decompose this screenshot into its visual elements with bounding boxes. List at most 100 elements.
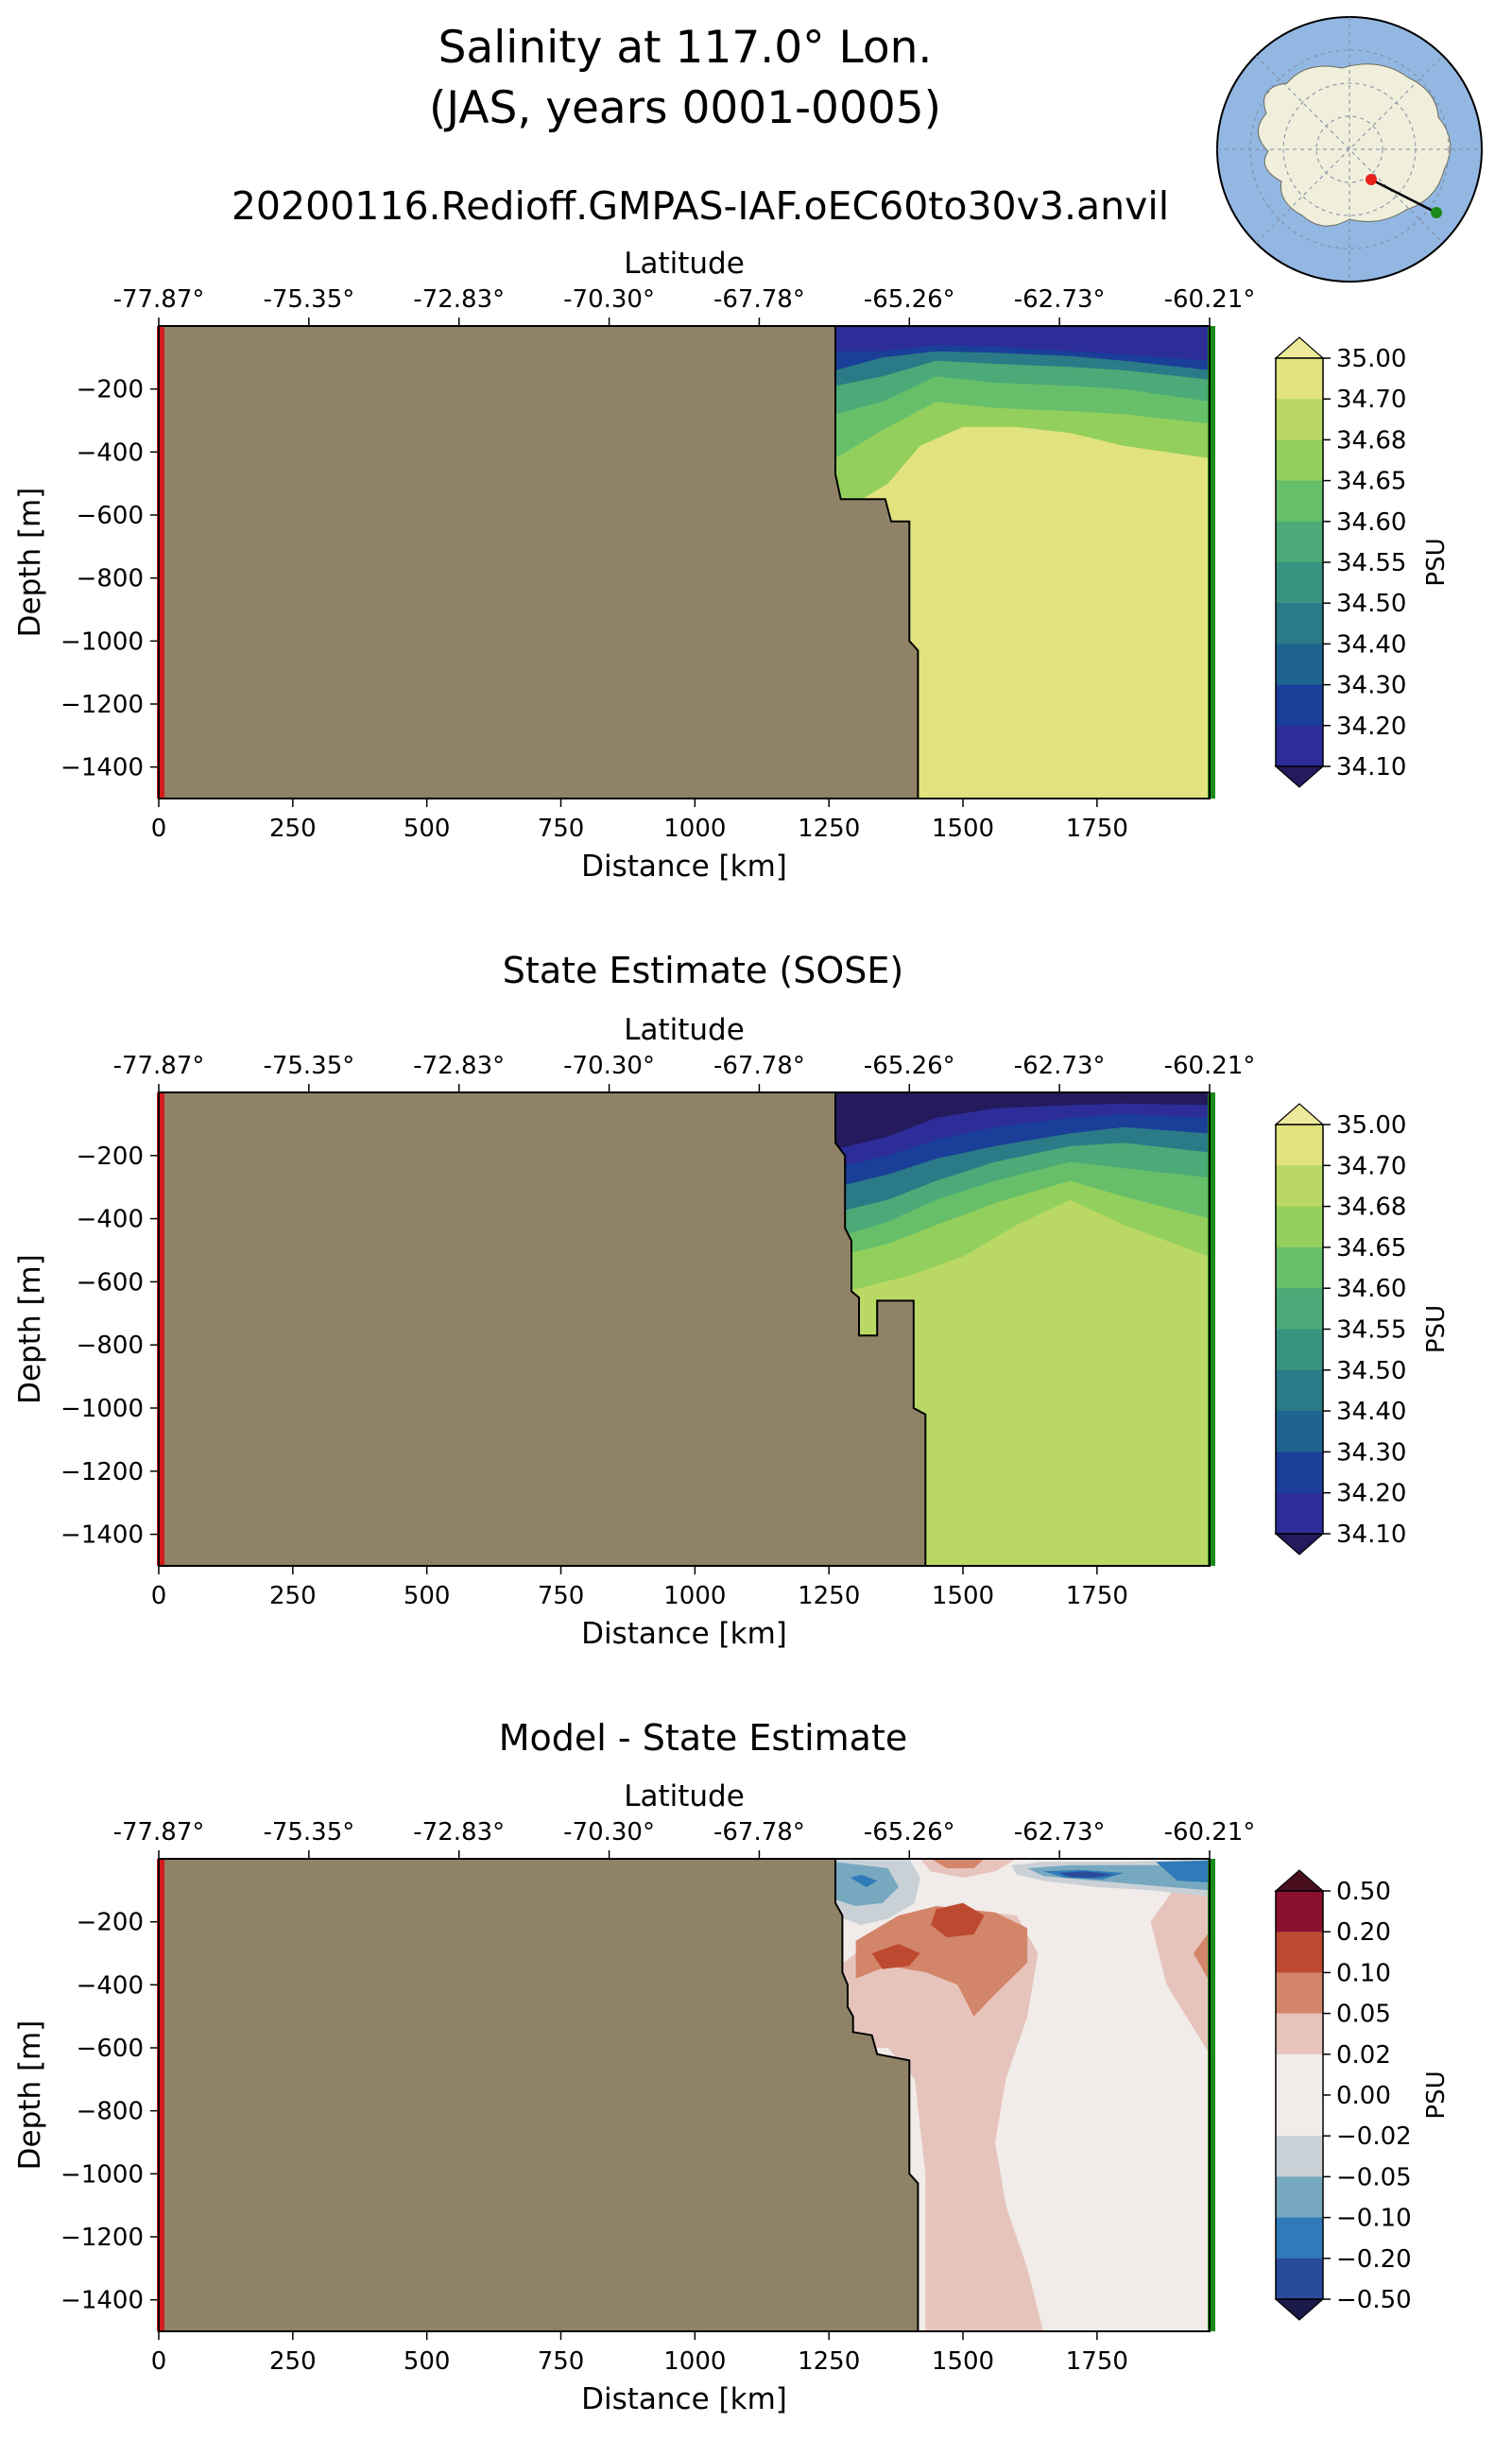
lat-axis-label: Latitude [624,247,745,281]
x-tick-label: 250 [269,2347,317,2376]
colorbar-swatch [1276,2013,1323,2055]
x-tick-label: 1750 [1066,1582,1128,1610]
colorbar-swatch [1276,1891,1323,1933]
colorbar-tick-label: 34.65 [1336,1234,1406,1263]
colorbar-extend-min [1274,765,1325,788]
figure-title-line1: Salinity at 117.0° Lon. [438,22,933,74]
x-tick-label: 1250 [798,815,860,843]
colorbar-swatch [1276,1452,1323,1494]
colorbar: 35.00 34.70 34.68 34.65 34.60 34.55 34.50 34.40… [1274,336,1451,788]
x-tick-label: 0 [151,1582,167,1610]
colorbar-label: PSU [1422,1305,1451,1353]
colorbar-swatch [1276,1246,1323,1289]
colorbar-swatch [1276,1369,1323,1412]
map-transect-line [1370,178,1437,215]
contour-region-0 [835,1909,1044,2331]
panel-model: 0 250 500 750 1000 1250 1500 1750 Distance [km] −… [13,247,1451,884]
colorbar-swatch [1276,358,1323,400]
colorbar-swatch [1276,521,1323,563]
contour-region-2 [855,1906,1028,2017]
colorbar-tick-label: 34.55 [1336,1316,1406,1345]
x-axis-label: Distance [km] [581,1617,787,1651]
x-tick-label: 250 [269,815,317,843]
panel-title: State Estimate (SOSE) [503,950,903,991]
y-tick-label: −1000 [60,627,144,656]
transect-end-bar [1208,326,1215,799]
y-tick-label: −200 [77,1143,144,1171]
colorbar-tick-label: 34.10 [1336,1521,1406,1549]
colorbar: 0.50 0.20 0.10 0.05 0.02 0.00 −0.02 −0.05 −0.10 −… [1274,1869,1451,2321]
colorbar-tick-label: 34.40 [1336,1398,1406,1426]
lat-tick-label: -60.21° [1164,285,1256,314]
panel-bias: Model - State Estimate 0 250 500 750 1000 1250… [13,1717,1451,2416]
y-tick-label: −1000 [60,1395,144,1423]
lat-tick-label: -65.26° [864,1052,955,1080]
x-tick-label: 1750 [1066,815,1128,843]
contour-region-1 [1150,1871,1210,2054]
x-tick-label: 500 [404,1582,451,1610]
colorbar-label: PSU [1422,538,1451,586]
contour-region-14 [1059,1871,1113,1878]
lat-tick-label: -72.83° [413,1818,505,1847]
colorbar-tick-label: 34.40 [1336,630,1406,659]
land-mask [159,1092,927,1566]
y-tick-label: −200 [77,1909,144,1937]
y-axis-label: Depth [m] [13,488,47,638]
x-tick-label: 250 [269,1582,317,1610]
lat-tick-label: -65.26° [864,1818,955,1847]
colorbar-tick-label: 0.00 [1336,2082,1391,2110]
colorbar-extend-max [1274,1103,1325,1125]
colorbar-tick-label: 34.68 [1336,1194,1406,1222]
transect-end-bar [1208,1859,1215,2331]
lat-tick-label: -65.26° [864,285,955,314]
colorbar-extend-min [1274,1533,1325,1555]
lat-tick-label: -70.30° [563,1818,655,1847]
x-tick-label: 1250 [798,1582,860,1610]
colorbar-swatch [1276,439,1323,482]
transect-start-bar [157,1092,164,1566]
colorbar-swatch [1276,1972,1323,2015]
lat-tick-label: -60.21° [1164,1052,1256,1080]
y-tick-label: −1200 [60,1458,144,1486]
lat-tick-label: -67.78° [713,1818,805,1847]
colorbar-swatch [1276,1165,1323,1208]
run-name: 20200116.Redioff.GMPAS-IAF.oEC60to30v3.a… [232,183,1169,229]
x-tick-label: 0 [151,815,167,843]
lat-tick-label: -75.35° [263,1818,354,1847]
lat-tick-label: -70.30° [563,285,655,314]
colorbar-tick-label: 34.50 [1336,1357,1406,1385]
lat-tick-label: -70.30° [563,1052,655,1080]
colorbar-swatch [1276,1125,1323,1166]
colorbar-tick-label: 0.20 [1336,1918,1391,1947]
map-graticule [1217,17,1482,282]
colorbar-tick-label: 34.55 [1336,549,1406,577]
figure-title-line2: (JAS, years 0001-0005) [429,82,941,134]
x-tick-label: 1750 [1066,2347,1128,2376]
x-tick-label: 1000 [663,815,726,843]
map-transect-start [1366,174,1377,185]
x-tick-label: 750 [538,1582,585,1610]
plot-area [159,1859,1210,2331]
x-tick-label: 1500 [932,1582,994,1610]
colorbar-swatch [1276,1492,1323,1535]
x-tick-label: 1500 [932,815,994,843]
colorbar-swatch [1276,684,1323,727]
lat-tick-label: -67.78° [713,1052,805,1080]
transect-start-bar [157,1859,164,2331]
colorbar-tick-label: 34.10 [1336,753,1406,782]
colorbar-swatch [1276,1206,1323,1248]
colorbar-extend-min [1274,2298,1325,2321]
colorbar-swatch [1276,2053,1323,2096]
contour-region-15 [1156,1860,1210,1882]
colorbar-tick-label: 35.00 [1336,345,1406,373]
colorbar-swatch [1276,2176,1323,2219]
transect-end-bar [1208,1092,1215,1566]
colorbar-swatch [1276,2217,1323,2259]
x-tick-label: 500 [404,815,451,843]
lat-tick-label: -62.73° [1014,285,1106,314]
y-tick-label: −400 [77,1971,144,2000]
colorbar-tick-label: 0.05 [1336,2001,1391,2029]
colorbar-tick-label: 34.60 [1336,1275,1406,1303]
lat-tick-label: -75.35° [263,1052,354,1080]
x-tick-label: 750 [538,815,585,843]
